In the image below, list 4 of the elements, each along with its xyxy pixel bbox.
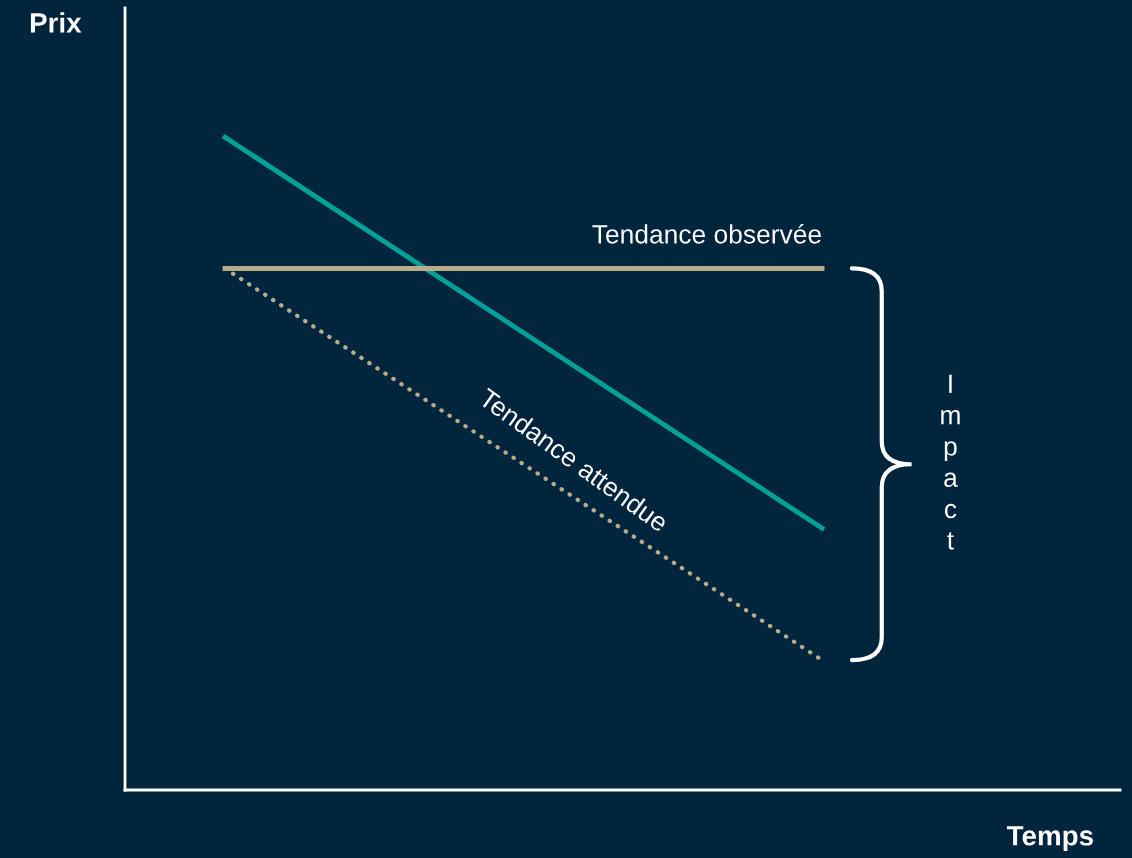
y-axis-title: Prix bbox=[30, 12, 82, 33]
x-axis-title: Temps bbox=[1006, 826, 1093, 852]
series-label: Tendance observée bbox=[592, 223, 821, 244]
annotation: Impact bbox=[941, 374, 960, 550]
